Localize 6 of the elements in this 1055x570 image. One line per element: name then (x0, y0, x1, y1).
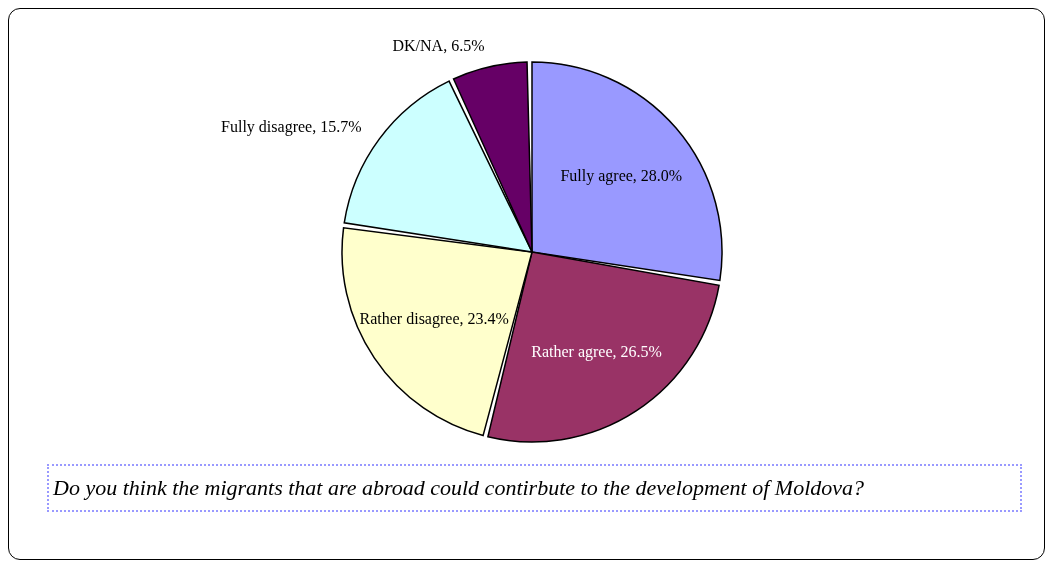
slice-label: Rather agree, 26.5% (531, 342, 662, 361)
text: Do you think the migrants that are abroad could contirbute to the development of Moldova? (47, 464, 1022, 512)
slice-label: Fully agree, 28.0% (560, 167, 683, 186)
slice-label: Rather disagree, 23.4% (359, 309, 509, 328)
slice-label: Fully disagree, 15.7% (221, 118, 362, 136)
slice-label: DK/NA, 6.5% (392, 37, 485, 55)
